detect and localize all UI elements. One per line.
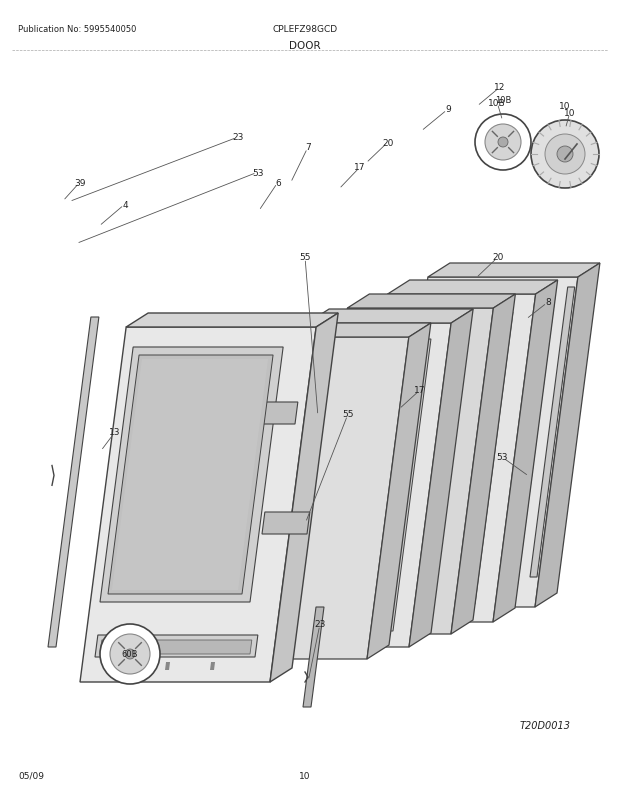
Text: 55: 55: [299, 253, 311, 262]
Text: 23: 23: [314, 620, 326, 629]
Circle shape: [531, 121, 599, 188]
Text: 7: 7: [305, 144, 311, 152]
Polygon shape: [48, 318, 99, 647]
Text: 60B: 60B: [122, 650, 138, 658]
Polygon shape: [363, 313, 513, 604]
Text: 53: 53: [252, 168, 264, 177]
Text: T20D0013: T20D0013: [520, 720, 571, 730]
Polygon shape: [403, 296, 556, 589]
Text: 05/09: 05/09: [18, 771, 44, 780]
Text: 10: 10: [559, 102, 571, 111]
Polygon shape: [307, 310, 473, 323]
Polygon shape: [428, 264, 600, 277]
Polygon shape: [493, 281, 557, 622]
Polygon shape: [451, 294, 515, 634]
Circle shape: [475, 115, 531, 171]
Polygon shape: [262, 512, 310, 534]
Polygon shape: [303, 607, 324, 707]
Polygon shape: [210, 662, 215, 670]
Polygon shape: [125, 662, 130, 670]
Text: 20: 20: [383, 138, 394, 148]
Circle shape: [125, 649, 135, 659]
Polygon shape: [225, 338, 409, 659]
Polygon shape: [388, 281, 557, 294]
Circle shape: [110, 634, 150, 674]
Text: 23: 23: [232, 133, 244, 142]
Text: 6: 6: [275, 178, 281, 187]
Text: 55: 55: [342, 410, 354, 419]
Text: 20: 20: [492, 253, 503, 262]
Text: 10B: 10B: [488, 99, 506, 107]
Text: 39: 39: [74, 178, 86, 187]
Polygon shape: [530, 288, 575, 577]
Circle shape: [557, 147, 573, 163]
Text: 53: 53: [496, 453, 508, 462]
Polygon shape: [108, 355, 273, 594]
Text: 12: 12: [494, 83, 506, 92]
Text: 10: 10: [299, 771, 311, 780]
Text: 17: 17: [354, 164, 366, 172]
Polygon shape: [535, 264, 600, 607]
Polygon shape: [367, 323, 431, 659]
Text: 10: 10: [564, 108, 576, 117]
Text: 10B: 10B: [495, 96, 511, 105]
Polygon shape: [100, 640, 252, 654]
Polygon shape: [385, 277, 578, 607]
Circle shape: [498, 138, 508, 148]
Text: DOOR: DOOR: [289, 41, 321, 51]
Text: 13: 13: [109, 428, 121, 437]
Polygon shape: [409, 310, 473, 647]
Polygon shape: [281, 339, 431, 631]
Circle shape: [545, 135, 585, 175]
Text: CPLEFZ98GCD: CPLEFZ98GCD: [272, 25, 337, 34]
Polygon shape: [165, 662, 170, 670]
Text: 17: 17: [414, 386, 426, 395]
Polygon shape: [305, 309, 494, 634]
Text: 8: 8: [545, 298, 551, 307]
Polygon shape: [112, 359, 268, 590]
Polygon shape: [250, 403, 298, 424]
Polygon shape: [80, 327, 316, 683]
Polygon shape: [95, 635, 258, 657]
Circle shape: [100, 624, 160, 684]
Polygon shape: [345, 294, 536, 622]
Polygon shape: [270, 314, 338, 683]
Polygon shape: [265, 323, 451, 647]
Polygon shape: [267, 323, 431, 338]
Circle shape: [485, 125, 521, 160]
Text: Publication No: 5995540050: Publication No: 5995540050: [18, 25, 136, 34]
Polygon shape: [126, 314, 338, 327]
Text: 9: 9: [445, 105, 451, 115]
Polygon shape: [100, 347, 283, 602]
Text: 4: 4: [122, 200, 128, 209]
Polygon shape: [347, 294, 515, 309]
